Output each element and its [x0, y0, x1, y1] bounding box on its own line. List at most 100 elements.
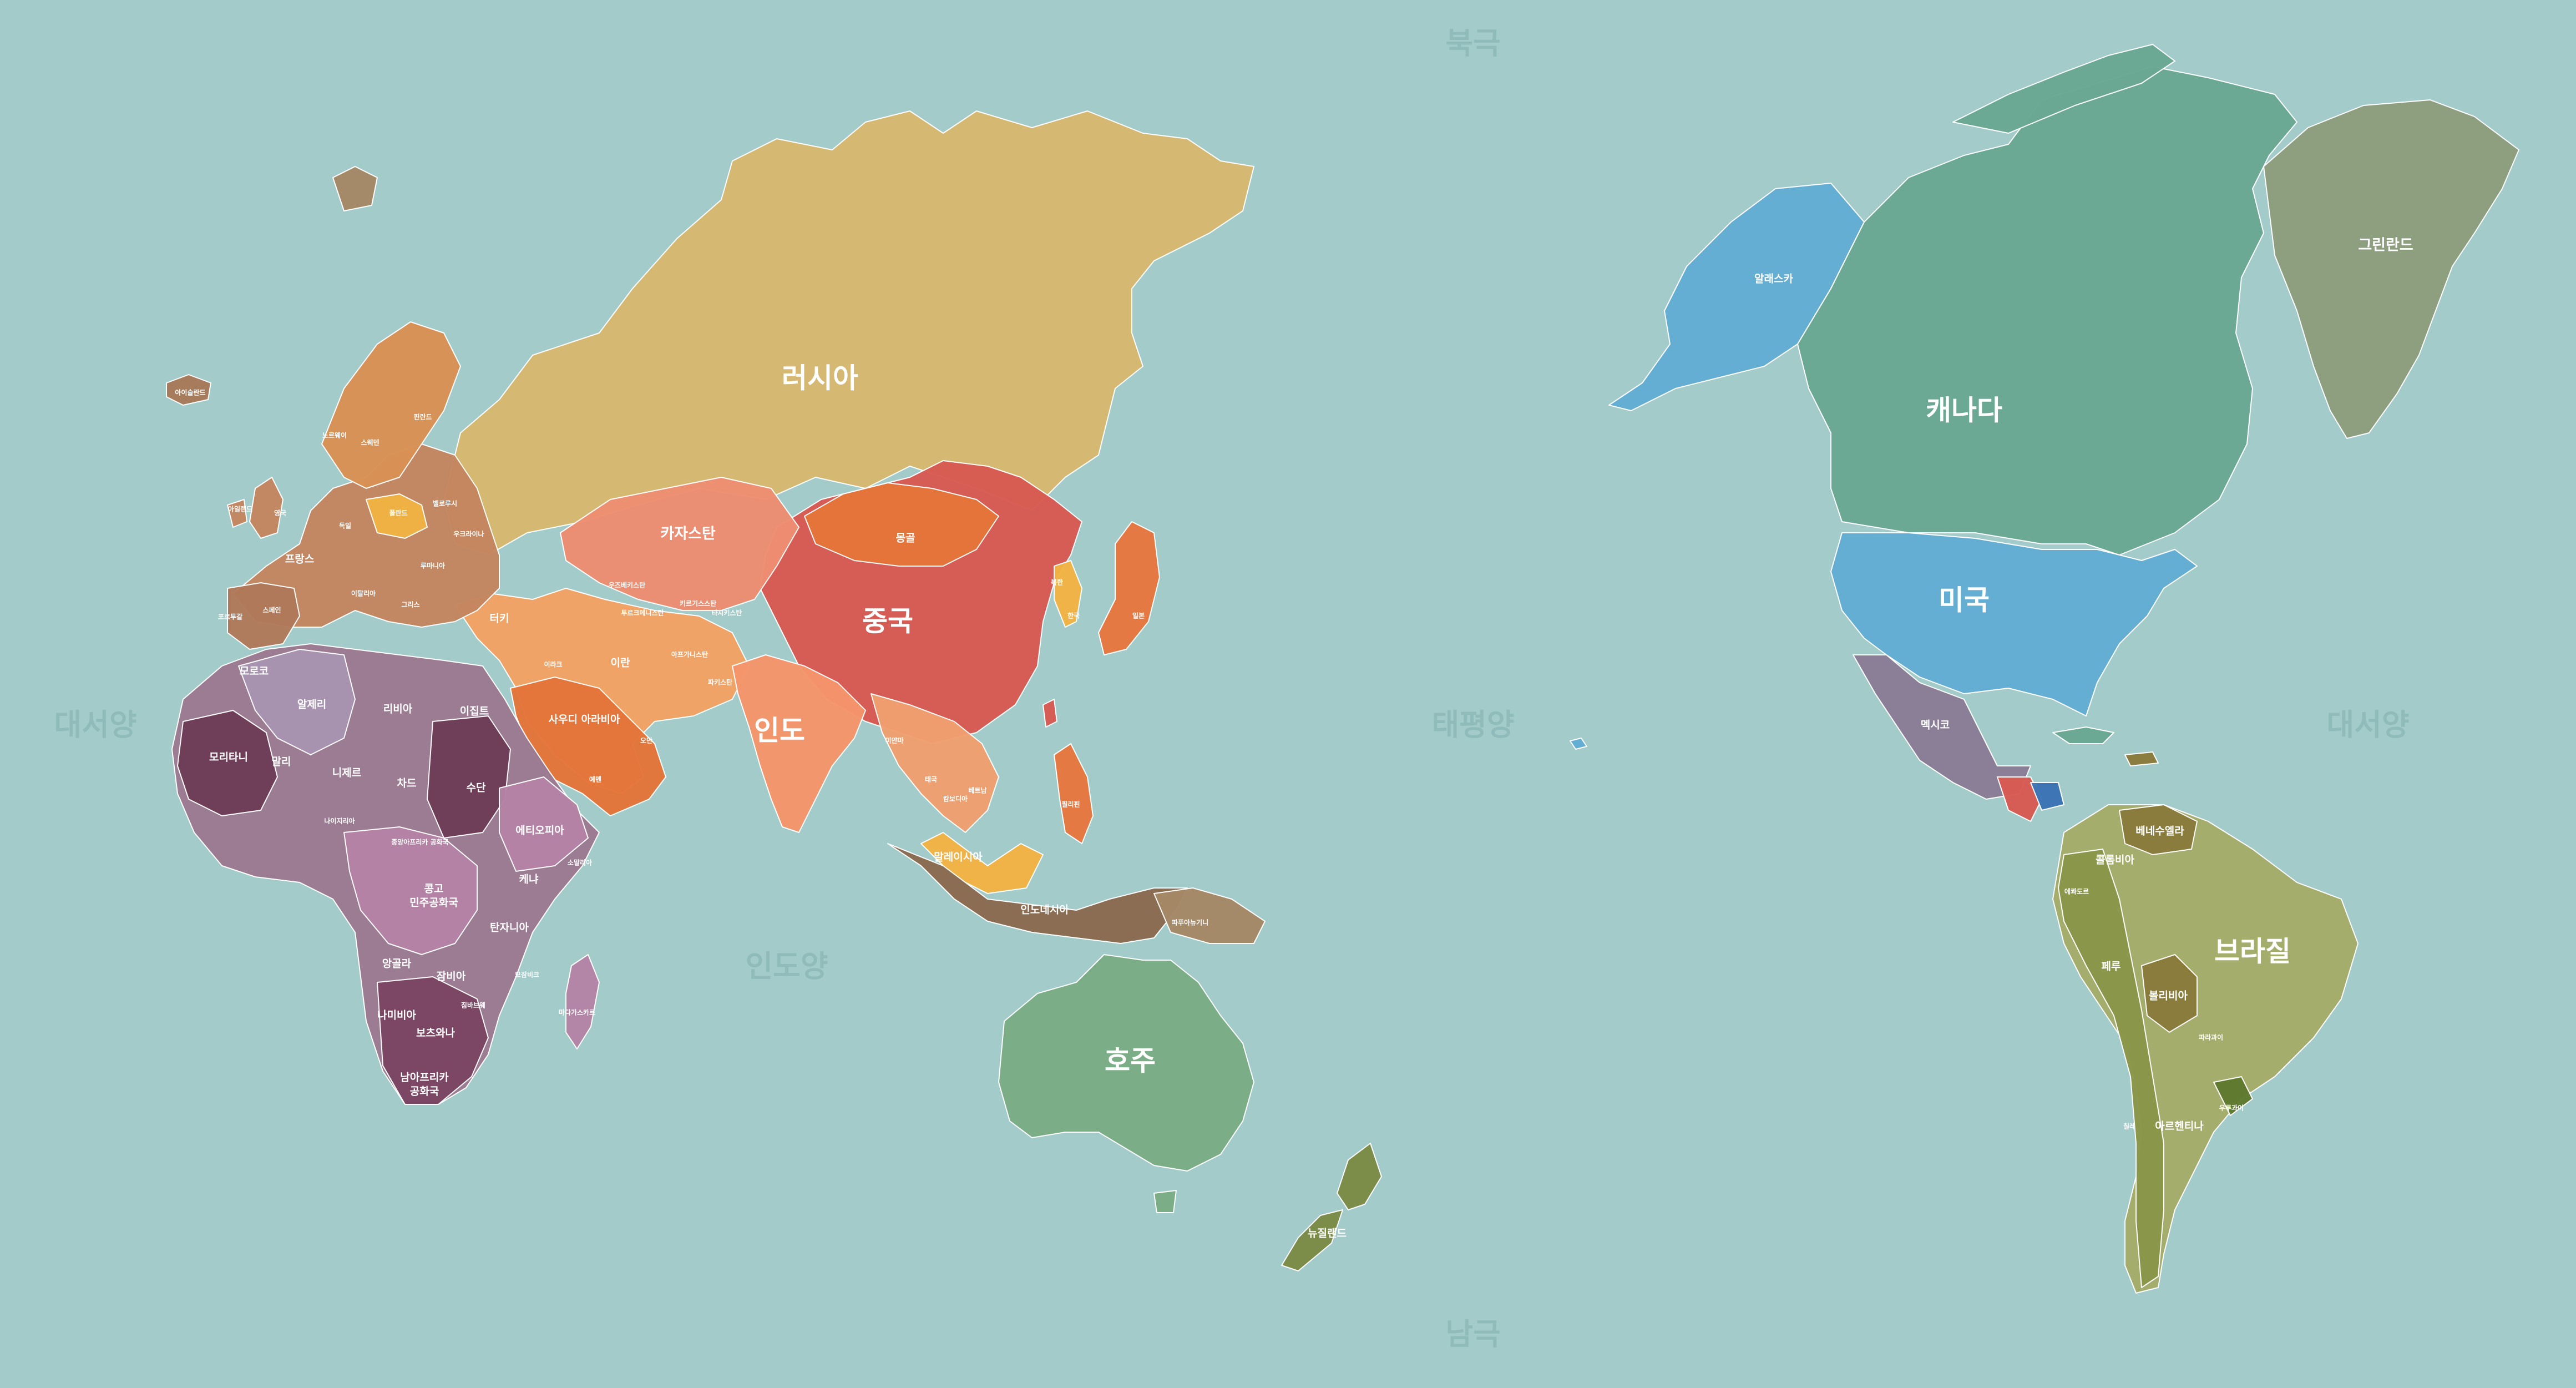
label-yemen: 예멘 [589, 775, 601, 784]
label-paraguay: 파라과이 [2199, 1033, 2223, 1042]
label-mozambique: 모잠비크 [515, 971, 539, 979]
label-north-korea: 북한 [1051, 578, 1063, 587]
label-greenland: 그린란드 [2358, 237, 2413, 254]
label-belarus: 벨로루시 [433, 499, 457, 508]
label-australia: 호주 [1105, 1045, 1156, 1077]
label-bolivia: 볼리비아 [2149, 990, 2188, 1002]
label-russia: 러시아 [782, 362, 858, 395]
label-sudan: 수단 [467, 782, 486, 794]
label-madagascar: 마다가스카르 [559, 1008, 595, 1017]
label-sweden: 스웨덴 [361, 438, 379, 447]
svalbard-shape [332, 166, 378, 211]
label-atlantic-west: 대서양 [54, 708, 136, 743]
taiwan-shape [1042, 699, 1057, 728]
label-indonesia: 인도네시아 [1020, 904, 1069, 916]
label-ethiopia: 에티오피아 [515, 825, 564, 837]
label-peru: 페루 [2102, 961, 2121, 973]
mongolia-shape [804, 482, 999, 567]
label-ireland: 아일랜드 [228, 505, 252, 513]
label-tanzania: 탄자니아 [490, 922, 529, 934]
label-libya: 리비아 [383, 703, 413, 715]
label-india: 인도 [754, 715, 805, 747]
iberia-shape [227, 582, 300, 650]
label-ecuador: 에콰도르 [2064, 887, 2089, 896]
central-america-shape [1997, 776, 2064, 822]
label-poland: 폴란드 [389, 509, 407, 517]
south-america-shape [2052, 804, 2359, 1294]
label-algeria: 알제리 [297, 699, 326, 711]
label-japan: 일본 [1132, 612, 1145, 620]
label-egypt: 이집트 [460, 705, 489, 718]
label-alaska: 알래스카 [1754, 273, 1793, 285]
label-mali: 말리 [272, 756, 291, 768]
label-nigeria: 나이지리아 [324, 817, 355, 825]
label-iceland: 아이슬란드 [175, 388, 205, 397]
label-france: 프랑스 [285, 553, 314, 566]
label-finland: 핀란드 [413, 413, 432, 421]
label-angola: 앙골라 [382, 958, 412, 970]
usa-shape [1830, 532, 2198, 716]
label-pacific: 태평양 [1431, 708, 1514, 743]
label-namibia: 나미비아 [377, 1010, 416, 1022]
label-greece: 그리스 [401, 600, 419, 609]
hawaii-shape [1570, 738, 1587, 750]
west-africa-shape [177, 710, 278, 816]
korea-shape [1054, 560, 1082, 628]
andes-shape [2058, 849, 2164, 1288]
label-myanmar: 미얀마 [885, 736, 903, 745]
label-usa: 미국 [1939, 584, 1990, 617]
label-norway: 노르웨이 [322, 431, 347, 440]
label-canada: 캐나다 [1926, 395, 2002, 427]
label-chile: 칠레 [2123, 1122, 2135, 1130]
label-indian: 인도양 [745, 949, 828, 984]
uruguay-shape [2213, 1076, 2253, 1116]
label-venezuela: 베네수엘라 [2135, 825, 2184, 837]
label-uruguay: 우루과이 [2219, 1104, 2244, 1112]
alaska-shape [1608, 183, 1865, 411]
southern-africa-shape [377, 976, 489, 1105]
label-pakistan: 파키스탄 [708, 678, 732, 687]
label-tajikistan: 타지키스탄 [711, 609, 742, 617]
central-africa-shape [343, 826, 478, 955]
bolivia-shape [2141, 954, 2198, 1033]
label-south: 남극 [1445, 1317, 1500, 1352]
india-shape [732, 654, 866, 833]
label-turkmenistan: 투르크메니스탄 [621, 609, 664, 617]
label-thailand: 태국 [925, 775, 937, 784]
label-philippines: 필리핀 [1061, 800, 1080, 809]
label-somalia: 소말리아 [568, 859, 592, 867]
arctic-islands-shape [1952, 44, 2175, 134]
label-turkey: 터키 [490, 613, 509, 625]
iceland-shape [166, 374, 211, 406]
label-mexico: 멕시코 [1921, 719, 1950, 731]
label-mauritania: 모리타니 [209, 751, 248, 764]
label-north: 북극 [1445, 26, 1500, 61]
label-korea: 한국 [1067, 612, 1080, 620]
label-niger: 니제르 [332, 767, 361, 779]
venezuela-shape [2119, 804, 2198, 855]
sudan-shape [427, 715, 511, 839]
malaysia-shape [920, 832, 1044, 894]
label-new-zealand: 뉴질랜드 [1308, 1228, 1347, 1240]
label-png: 파푸아뉴기니 [1172, 918, 1208, 927]
label-south-africa-line2: 공화국 [410, 1086, 439, 1098]
britain-shape [227, 477, 284, 539]
philippines-shape [1054, 743, 1094, 844]
label-car: 중앙아프리카 공화국 [391, 838, 449, 846]
label-south-africa-line1: 남아프리카 [400, 1072, 449, 1084]
label-iran: 이란 [611, 657, 630, 669]
central-asia-shape [560, 477, 799, 611]
papua-shape [1153, 887, 1266, 944]
label-chad: 차드 [397, 778, 417, 790]
label-uzbekistan: 우즈베키스탄 [609, 581, 645, 589]
southeast-asia-shape [871, 693, 999, 833]
label-italy: 이탈리아 [351, 589, 376, 598]
label-cambodia: 캄보디아 [943, 795, 968, 803]
greenland-shape [2263, 99, 2519, 439]
ethiopia-shape [499, 776, 589, 872]
label-argentina: 아르헨티나 [2155, 1121, 2204, 1133]
label-zimbabwe: 짐바브웨 [461, 1001, 485, 1010]
label-kazakhstan: 카자스탄 [660, 526, 716, 543]
label-uk: 영국 [274, 509, 286, 517]
sahara-shape [238, 649, 356, 755]
